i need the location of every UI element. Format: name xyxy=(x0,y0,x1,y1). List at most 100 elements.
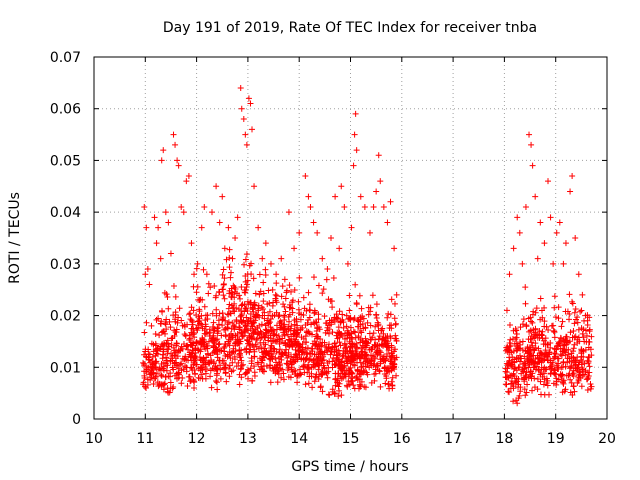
data-point xyxy=(195,324,202,331)
data-point xyxy=(579,372,586,379)
data-point xyxy=(243,314,250,321)
data-point xyxy=(302,339,309,346)
data-point xyxy=(539,351,546,358)
data-point xyxy=(239,333,246,340)
data-point xyxy=(569,392,576,399)
data-point xyxy=(519,260,526,267)
data-point xyxy=(265,287,272,294)
data-point xyxy=(146,281,153,288)
data-point xyxy=(332,376,339,383)
data-point xyxy=(243,304,250,311)
data-point xyxy=(373,314,380,321)
data-point xyxy=(286,318,293,325)
data-point xyxy=(346,292,353,299)
data-point xyxy=(237,85,244,92)
data-point xyxy=(307,203,314,210)
data-point xyxy=(208,209,215,216)
data-point xyxy=(215,288,222,295)
data-point xyxy=(512,325,519,332)
data-point xyxy=(267,379,274,386)
data-point xyxy=(188,350,195,357)
data-point xyxy=(566,316,573,323)
data-point xyxy=(521,360,528,367)
data-point xyxy=(160,340,167,347)
data-point xyxy=(330,275,337,282)
data-point xyxy=(324,359,331,366)
data-point xyxy=(531,347,538,354)
data-point xyxy=(511,356,518,363)
data-point xyxy=(334,375,341,382)
data-point xyxy=(236,350,243,357)
data-point xyxy=(586,369,593,376)
data-point xyxy=(350,382,357,389)
data-point xyxy=(570,327,577,334)
data-point xyxy=(202,323,209,330)
data-point xyxy=(272,364,279,371)
data-point xyxy=(215,341,222,348)
data-point xyxy=(374,319,381,326)
data-point xyxy=(292,346,299,353)
data-point xyxy=(547,359,554,366)
data-point xyxy=(509,381,516,388)
data-point xyxy=(205,338,212,345)
data-point xyxy=(314,333,321,340)
data-point xyxy=(333,356,340,363)
data-point xyxy=(529,162,536,169)
data-point xyxy=(318,357,325,364)
data-point xyxy=(170,283,177,290)
data-point xyxy=(223,378,230,385)
data-point xyxy=(357,193,364,200)
data-point xyxy=(238,105,245,112)
data-point xyxy=(226,348,233,355)
data-point xyxy=(391,245,398,252)
data-point xyxy=(213,379,220,386)
data-point xyxy=(237,307,244,314)
data-point xyxy=(321,349,328,356)
data-point xyxy=(352,110,359,117)
data-point xyxy=(552,354,559,361)
data-point xyxy=(267,324,274,331)
data-point xyxy=(174,157,181,164)
data-point xyxy=(335,393,342,400)
data-point xyxy=(183,178,190,185)
data-point xyxy=(225,305,232,312)
data-point xyxy=(354,344,361,351)
data-point xyxy=(506,321,513,328)
data-point xyxy=(311,378,318,385)
data-point xyxy=(377,178,384,185)
data-point xyxy=(332,361,339,368)
data-point xyxy=(165,219,172,226)
data-point xyxy=(386,324,393,331)
data-point xyxy=(550,367,557,374)
data-point xyxy=(259,255,266,262)
data-point xyxy=(334,329,341,336)
data-point xyxy=(558,364,565,371)
data-point xyxy=(582,367,589,374)
data-point xyxy=(586,314,593,321)
data-point xyxy=(563,341,570,348)
data-point xyxy=(336,339,343,346)
data-point xyxy=(309,345,316,352)
data-point xyxy=(345,316,352,323)
data-point xyxy=(339,364,346,371)
data-point xyxy=(558,323,565,330)
data-point xyxy=(150,361,157,368)
data-point xyxy=(170,312,177,319)
data-point xyxy=(584,317,591,324)
data-point xyxy=(358,378,365,385)
data-point xyxy=(244,320,251,327)
data-point xyxy=(535,345,542,352)
data-point xyxy=(316,326,323,333)
data-point xyxy=(538,355,545,362)
data-point xyxy=(252,290,259,297)
data-point xyxy=(231,326,238,333)
data-point xyxy=(210,319,217,326)
data-point xyxy=(532,329,539,336)
data-point xyxy=(505,362,512,369)
data-point xyxy=(241,301,248,308)
data-point xyxy=(374,362,381,369)
data-point xyxy=(326,392,333,399)
data-point xyxy=(152,373,159,380)
data-point xyxy=(144,266,151,273)
data-point xyxy=(333,343,340,350)
